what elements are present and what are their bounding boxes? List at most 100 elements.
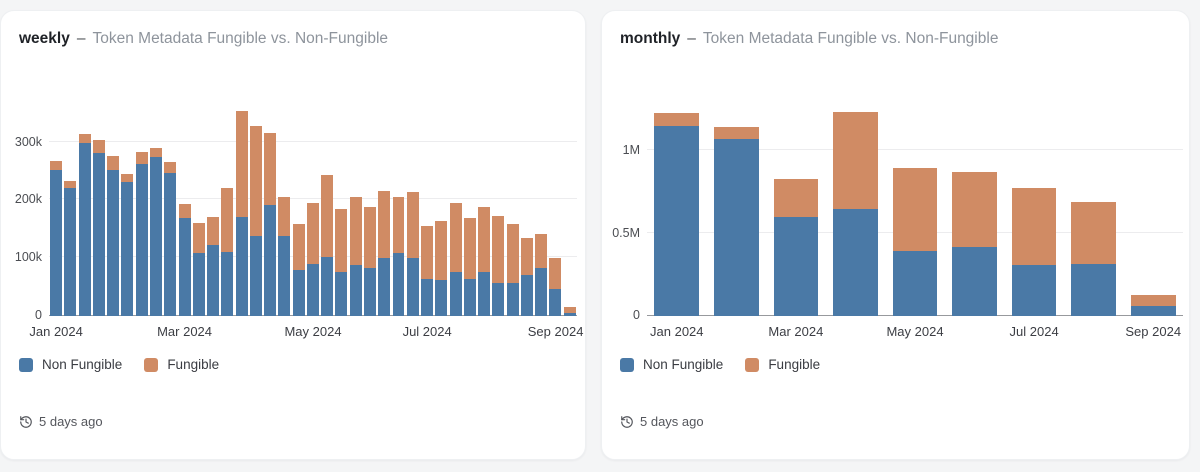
- bar-slot: [1004, 101, 1064, 316]
- stacked-bar: [178, 101, 191, 316]
- panel-title: weekly – Token Metadata Fungible vs. Non…: [19, 30, 388, 48]
- y-axis-tick-label: 0.5M: [612, 225, 640, 240]
- stacked-bar: [549, 101, 562, 316]
- bar-segment-non-fungible: [207, 245, 220, 316]
- bar-slot: [477, 101, 491, 316]
- bar-slot: [377, 101, 391, 316]
- panel-title-interval: weekly: [19, 30, 70, 47]
- stacked-bar: [435, 101, 448, 316]
- bar-segment-fungible: [535, 233, 548, 268]
- bar-segment-non-fungible: [164, 173, 177, 316]
- y-axis-tick-label: 0: [35, 308, 42, 322]
- monthly-stacked-bar-chart: 0 0.5M 1M Jan 2024 Mar 2024 May 2024 Jul 2024…: [612, 101, 1183, 339]
- bar-segment-fungible: [406, 191, 419, 258]
- stacked-bar: [64, 101, 77, 316]
- bar-segment-fungible: [520, 238, 533, 276]
- bar-slot: [306, 101, 320, 316]
- bar-segment-non-fungible: [1011, 265, 1057, 316]
- bar-segment-non-fungible: [121, 182, 134, 316]
- bar-segment-fungible: [207, 217, 220, 246]
- bar-slot: [766, 101, 826, 316]
- monthly-chart-panel: monthly – Token Metadata Fungible vs. No…: [601, 10, 1190, 460]
- bar-segment-fungible: [235, 111, 248, 218]
- bar-segment-non-fungible: [463, 278, 476, 316]
- bar-segment-non-fungible: [264, 205, 277, 316]
- legend-label: Non Fungible: [643, 357, 724, 372]
- bar-slot: [63, 101, 77, 316]
- bar-segment-fungible: [506, 224, 519, 284]
- bar-segment-fungible: [563, 306, 576, 314]
- history-clock-icon: [20, 415, 32, 428]
- y-axis-tick-label: 100k: [14, 250, 42, 265]
- stacked-bar: [833, 101, 878, 316]
- legend-label: Non Fungible: [42, 357, 123, 372]
- bar-slot: [206, 101, 220, 316]
- bars-container: [647, 101, 1183, 316]
- bar-slot: [177, 101, 191, 316]
- legend-item-fungible[interactable]: Fungible: [745, 357, 820, 372]
- stacked-bar: [363, 101, 376, 316]
- bar-segment-non-fungible: [278, 236, 291, 316]
- bar-slot: [548, 101, 562, 316]
- stacked-bar: [78, 101, 91, 316]
- bar-slot: [491, 101, 505, 316]
- bar-segment-fungible: [378, 191, 391, 258]
- bar-segment-non-fungible: [306, 263, 319, 316]
- panel-title-interval: monthly: [620, 30, 681, 47]
- bar-segment-non-fungible: [563, 313, 576, 316]
- bar-segment-fungible: [773, 178, 819, 217]
- bar-segment-fungible: [50, 161, 63, 170]
- stacked-bar: [321, 101, 334, 316]
- stacked-bar: [121, 101, 134, 316]
- bar-slot: [434, 101, 448, 316]
- fungible-swatch-icon: [144, 357, 159, 372]
- bar-segment-fungible: [1011, 187, 1057, 266]
- bar-segment-non-fungible: [78, 143, 91, 316]
- bar-segment-fungible: [221, 188, 234, 253]
- panel-title-text: Token Metadata Fungible vs. Non-Fungible: [92, 30, 389, 47]
- stacked-bar: [306, 101, 319, 316]
- bar-segment-non-fungible: [221, 252, 234, 316]
- bar-slot: [78, 101, 92, 316]
- non-fungible-swatch-icon: [19, 357, 33, 372]
- bar-segment-fungible: [463, 218, 476, 279]
- bar-segment-fungible: [135, 152, 148, 164]
- bar-slot: [448, 101, 462, 316]
- bar-segment-fungible: [1071, 201, 1117, 265]
- stacked-bar: [406, 101, 419, 316]
- bar-segment-non-fungible: [833, 208, 878, 316]
- bar-slot: [163, 101, 177, 316]
- bar-slot: [263, 101, 277, 316]
- bar-segment-fungible: [164, 162, 177, 174]
- bar-segment-fungible: [64, 180, 77, 189]
- stacked-bar: [535, 101, 548, 316]
- bar-segment-non-fungible: [506, 283, 519, 316]
- bar-segment-non-fungible: [406, 257, 419, 316]
- gridline-200k: [49, 198, 577, 200]
- bar-segment-non-fungible: [773, 216, 819, 316]
- bar-slot: [120, 101, 134, 316]
- bar-segment-fungible: [1130, 295, 1176, 307]
- history-clock-icon: [621, 415, 633, 428]
- bar-segment-non-fungible: [535, 267, 548, 316]
- bar-segment-fungible: [492, 216, 505, 284]
- bar-segment-fungible: [121, 173, 134, 183]
- legend-item-non-fungible[interactable]: Non Fungible: [620, 357, 723, 372]
- x-axis-tick-label: May 2024: [886, 324, 944, 339]
- x-axis-tick-label: Mar 2024: [157, 324, 213, 339]
- stacked-bar: [1071, 101, 1117, 316]
- x-axis-tick-label: Jan 2024: [650, 324, 704, 339]
- last-updated: 5 days ago: [620, 414, 704, 429]
- stacked-bar: [135, 101, 148, 316]
- stacked-bar: [278, 101, 291, 316]
- bar-segment-fungible: [150, 148, 162, 158]
- bar-segment-non-fungible: [292, 270, 305, 316]
- x-axis-tick-label: Sep 2024: [1125, 324, 1182, 339]
- legend-item-fungible[interactable]: Fungible: [144, 357, 219, 372]
- bar-segment-non-fungible: [478, 272, 491, 316]
- legend-item-non-fungible[interactable]: Non Fungible: [19, 357, 122, 372]
- stacked-bar: [506, 101, 519, 316]
- bar-segment-non-fungible: [349, 264, 362, 316]
- bar-slot: [420, 101, 434, 316]
- bar-segment-non-fungible: [392, 253, 405, 316]
